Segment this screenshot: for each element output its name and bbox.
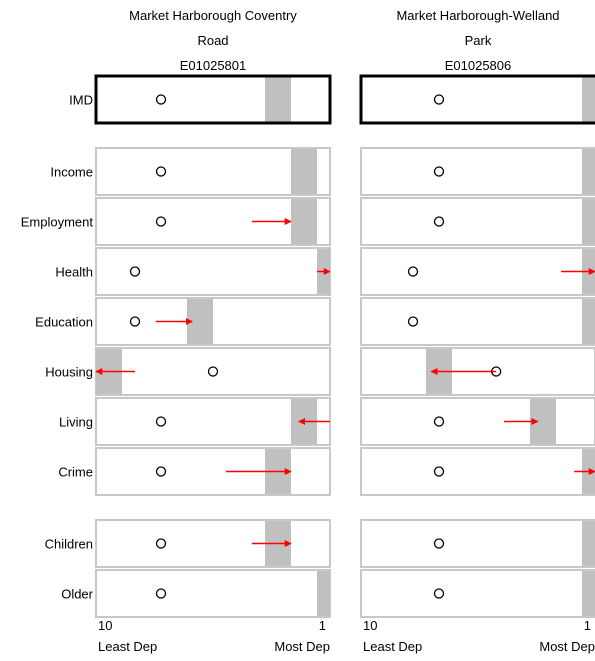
- scale-left-value: 10: [98, 618, 112, 633]
- area-panel-2: Market Harborough-Welland Park E01025806 10…: [359, 8, 595, 654]
- area-dot: [491, 366, 502, 377]
- row-label-older: Older: [61, 587, 93, 602]
- decile-band: [582, 199, 595, 244]
- area-dot: [155, 94, 167, 105]
- row-box-children: [360, 519, 595, 568]
- scale-left-label: Least Dep: [363, 639, 422, 654]
- row-label-living: Living: [59, 415, 93, 430]
- scale-right-value: 1: [584, 618, 591, 633]
- row-box-crime: [95, 447, 331, 496]
- area-dot: [155, 466, 167, 477]
- row-box-imd: [359, 74, 595, 125]
- decile-band: [582, 299, 595, 344]
- area-dot: [433, 588, 445, 599]
- area-dot: [433, 216, 445, 227]
- decile-band: [582, 77, 595, 122]
- row-box-income: [360, 147, 595, 196]
- decile-band: [582, 571, 595, 616]
- area-dot: [433, 416, 445, 427]
- row-box-children: [95, 519, 331, 568]
- scale-right-label: Most Dep: [274, 639, 330, 654]
- area-title: Market Harborough Coventry: [129, 8, 297, 23]
- area-dot: [433, 94, 445, 105]
- row-label-education: Education: [35, 315, 93, 330]
- area-dot: [155, 538, 167, 549]
- area-dot: [129, 266, 141, 277]
- area-code: E01025806: [445, 58, 512, 73]
- area-dot: [155, 166, 167, 177]
- area-title: Park: [465, 33, 492, 48]
- decile-band: [582, 521, 595, 566]
- row-box-education: [360, 297, 595, 346]
- row-label-income: Income: [50, 165, 93, 180]
- area-title: Road: [197, 33, 228, 48]
- row-label-children: Children: [45, 537, 93, 552]
- row-label-housing: Housing: [45, 365, 93, 380]
- row-label-employment: Employment: [21, 215, 94, 230]
- row-box-health: [360, 247, 595, 296]
- area-dot: [155, 416, 167, 427]
- scale-left-label: Least Dep: [98, 639, 157, 654]
- area-dot: [433, 466, 445, 477]
- decile-band: [265, 77, 291, 122]
- decile-band: [291, 149, 317, 194]
- scale-right-label: Most Dep: [539, 639, 595, 654]
- row-box-employment: [360, 197, 595, 246]
- row-box-older: [95, 569, 331, 618]
- row-box-imd: [94, 74, 332, 125]
- row-label-imd: IMD: [69, 93, 93, 108]
- area-dot: [155, 588, 167, 599]
- area-title: Market Harborough-Welland: [396, 8, 559, 23]
- area-code: E01025801: [180, 58, 247, 73]
- area-panel-1: Market Harborough Coventry Road E01025801 1…: [94, 8, 332, 654]
- row-label-crime: Crime: [58, 465, 93, 480]
- row-box-older: [360, 569, 595, 618]
- area-dot: [433, 538, 445, 549]
- scale-left-value: 10: [363, 618, 377, 633]
- area-dot: [407, 266, 419, 277]
- row-box-living: [360, 397, 595, 446]
- row-label-health: Health: [55, 265, 93, 280]
- row-box-crime: [360, 447, 595, 496]
- decile-band: [582, 149, 595, 194]
- area-dot: [407, 316, 419, 327]
- scale-right-value: 1: [319, 618, 326, 633]
- area-dot: [129, 316, 141, 327]
- row-box-health: [95, 247, 331, 296]
- area-dot: [207, 366, 219, 377]
- area-dot: [155, 216, 167, 227]
- decile-band: [317, 571, 330, 616]
- decile-band: [291, 199, 317, 244]
- area-dot: [433, 166, 445, 177]
